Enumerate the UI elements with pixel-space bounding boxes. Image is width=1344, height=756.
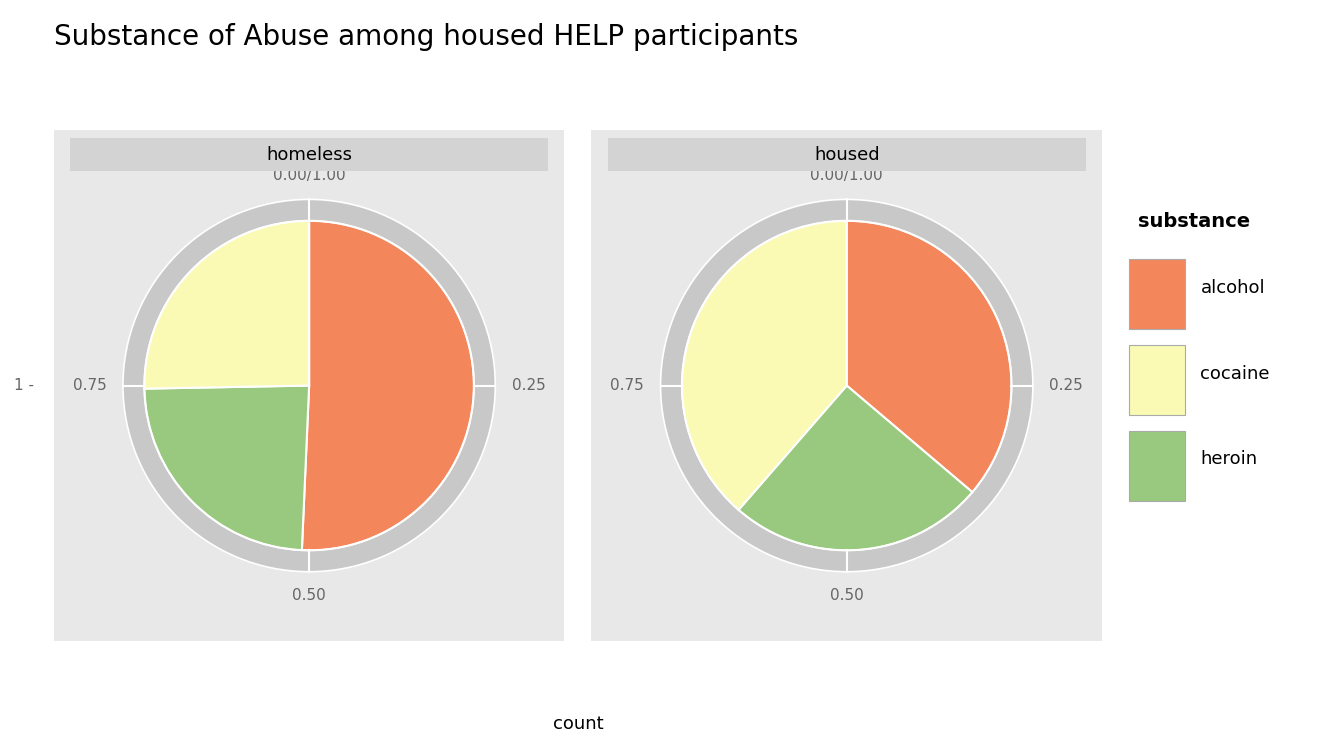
Wedge shape bbox=[739, 386, 972, 550]
Text: 0.25: 0.25 bbox=[512, 378, 546, 393]
Text: 0.75: 0.75 bbox=[73, 378, 106, 393]
Wedge shape bbox=[144, 386, 309, 550]
Wedge shape bbox=[144, 221, 309, 389]
Bar bbox=[1129, 259, 1185, 329]
Text: 1 -: 1 - bbox=[13, 378, 34, 393]
Bar bbox=[607, 138, 1086, 172]
Text: 0.75: 0.75 bbox=[610, 378, 644, 393]
Bar bbox=[1129, 345, 1185, 415]
Bar bbox=[1129, 431, 1185, 500]
Wedge shape bbox=[847, 221, 1012, 492]
Text: 0.00/1.00: 0.00/1.00 bbox=[273, 168, 345, 183]
Wedge shape bbox=[681, 221, 847, 510]
Text: 0.00/1.00: 0.00/1.00 bbox=[810, 168, 883, 183]
Text: 0.50: 0.50 bbox=[829, 588, 864, 603]
Text: cocaine: cocaine bbox=[1200, 364, 1270, 383]
Text: heroin: heroin bbox=[1200, 451, 1258, 469]
Text: homeless: homeless bbox=[266, 146, 352, 164]
Wedge shape bbox=[302, 221, 474, 550]
Text: substance: substance bbox=[1138, 212, 1250, 231]
Text: 0.25: 0.25 bbox=[1050, 378, 1083, 393]
Text: housed: housed bbox=[814, 146, 879, 164]
Text: Substance of Abuse among housed HELP participants: Substance of Abuse among housed HELP par… bbox=[54, 23, 798, 51]
Text: alcohol: alcohol bbox=[1200, 279, 1265, 297]
Bar bbox=[70, 138, 548, 172]
Text: count: count bbox=[552, 715, 603, 733]
Text: 0.50: 0.50 bbox=[292, 588, 327, 603]
